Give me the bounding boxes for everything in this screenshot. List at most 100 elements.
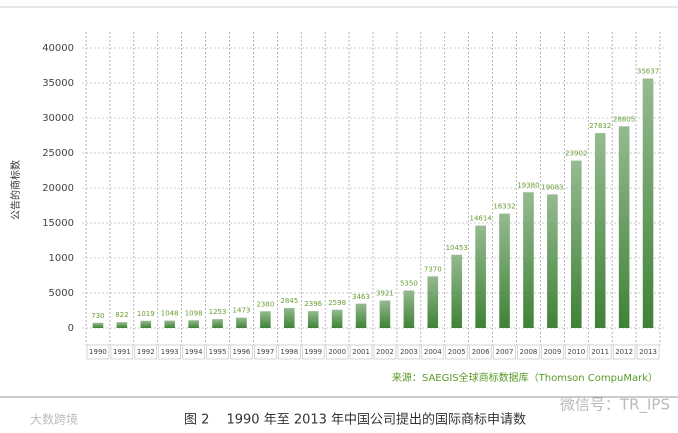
bar-shine bbox=[331, 309, 343, 328]
value-label: 28805 bbox=[613, 115, 635, 123]
bar-shine bbox=[642, 78, 654, 328]
y-tick-label: 5000 bbox=[49, 288, 74, 299]
value-label: 5350 bbox=[400, 280, 418, 288]
value-label: 19380 bbox=[517, 181, 539, 189]
x-tick-label: 1991 bbox=[113, 348, 131, 356]
value-label: 27832 bbox=[589, 122, 611, 130]
x-tick-box bbox=[325, 344, 349, 360]
value-label: 2845 bbox=[280, 297, 298, 305]
x-tick-box bbox=[254, 344, 277, 360]
x-tick-label: 2001 bbox=[352, 348, 370, 356]
x-tick-label: 2009 bbox=[543, 348, 561, 356]
x-tick-box bbox=[301, 344, 325, 360]
x-tick-label: 1997 bbox=[256, 348, 274, 356]
bar-shine bbox=[116, 322, 128, 328]
y-tick-label: 40000 bbox=[42, 43, 74, 54]
x-tick-label: 2012 bbox=[615, 348, 633, 356]
x-tick-label: 2005 bbox=[448, 348, 466, 356]
x-tick-box bbox=[421, 344, 445, 360]
x-tick-box bbox=[349, 344, 373, 360]
y-tick-label: 25000 bbox=[42, 148, 74, 159]
x-tick-box bbox=[134, 344, 158, 360]
bar-shine bbox=[427, 276, 439, 328]
value-label: 1473 bbox=[233, 307, 251, 315]
value-label: 2598 bbox=[328, 299, 346, 307]
x-tick-box bbox=[565, 344, 588, 360]
x-tick-box bbox=[636, 344, 660, 360]
value-label: 1253 bbox=[209, 308, 227, 316]
value-label: 10453 bbox=[446, 244, 468, 252]
value-label: 822 bbox=[115, 311, 128, 319]
x-tick-label: 2003 bbox=[400, 348, 418, 356]
value-label: 3921 bbox=[376, 290, 394, 298]
caption: 图 2 1990 年至 2013 年中国公司提出的国际商标申请数 bbox=[184, 412, 526, 428]
x-tick-label: 1992 bbox=[137, 348, 155, 356]
bar-shine bbox=[618, 126, 630, 329]
value-label: 23902 bbox=[565, 150, 587, 158]
bar-shine bbox=[379, 300, 391, 328]
x-tick-label: 1996 bbox=[233, 348, 251, 356]
watermark: 大数跨境 bbox=[30, 412, 78, 427]
bar-shine bbox=[307, 311, 319, 328]
x-tick-box bbox=[86, 344, 110, 360]
value-label: 7370 bbox=[424, 265, 442, 273]
x-tick-label: 2007 bbox=[496, 348, 514, 356]
y-tick-label: 30000 bbox=[42, 113, 74, 124]
bar-shine bbox=[164, 320, 175, 328]
bar-shine bbox=[451, 254, 462, 328]
bar-shine bbox=[212, 319, 223, 328]
value-label: 35637 bbox=[637, 68, 659, 76]
bar-shine bbox=[499, 213, 510, 328]
bar-shine bbox=[355, 303, 367, 328]
value-label: 2396 bbox=[304, 300, 322, 308]
x-tick-box bbox=[373, 344, 397, 360]
watermark: 微信号：TR_IPS bbox=[560, 396, 670, 415]
x-tick-box bbox=[445, 344, 468, 360]
x-tick-label: 2013 bbox=[639, 348, 657, 356]
x-tick-label: 1993 bbox=[161, 348, 179, 356]
bar-shine bbox=[284, 308, 295, 328]
value-label: 16332 bbox=[493, 203, 515, 211]
bar-shine bbox=[523, 192, 534, 328]
x-tick-label: 2000 bbox=[328, 348, 346, 356]
x-tick-label: 1998 bbox=[280, 348, 298, 356]
y-axis-label: 公告的商标数 bbox=[9, 160, 22, 220]
value-label: 14614 bbox=[469, 215, 492, 223]
value-label: 2380 bbox=[256, 300, 274, 308]
value-label: 1019 bbox=[137, 310, 155, 318]
x-tick-box bbox=[278, 344, 301, 360]
value-label: 1048 bbox=[161, 310, 179, 318]
bar-shine bbox=[475, 225, 486, 328]
bar-shine bbox=[188, 320, 199, 328]
x-tick-label: 1994 bbox=[185, 348, 203, 356]
x-tick-box bbox=[517, 344, 540, 360]
bar-shine bbox=[403, 290, 415, 328]
x-tick-label: 2002 bbox=[376, 348, 394, 356]
x-tick-box bbox=[206, 344, 229, 360]
source: 来源：SAEGIS全球商标数据库（Thomson CompuMark） bbox=[392, 371, 658, 384]
x-tick-box bbox=[588, 344, 612, 360]
y-tick-label: 0 bbox=[68, 323, 74, 334]
x-tick-label: 2008 bbox=[520, 348, 538, 356]
value-label: 19083 bbox=[541, 183, 563, 191]
x-tick-box bbox=[493, 344, 516, 360]
x-tick-box bbox=[110, 344, 134, 360]
value-label: 730 bbox=[91, 312, 104, 320]
bar-shine bbox=[571, 160, 582, 328]
x-tick-box bbox=[158, 344, 181, 360]
x-tick-box bbox=[469, 344, 492, 360]
x-tick-box bbox=[612, 344, 636, 360]
bar-shine bbox=[260, 311, 271, 328]
bar-shine bbox=[236, 317, 247, 328]
x-tick-box bbox=[230, 344, 253, 360]
bar-shine bbox=[594, 133, 606, 328]
x-tick-box bbox=[397, 344, 421, 360]
bar-shine bbox=[92, 322, 104, 328]
x-tick-label: 1995 bbox=[209, 348, 227, 356]
x-tick-label: 1999 bbox=[304, 348, 322, 356]
y-tick-label: 35000 bbox=[42, 78, 74, 89]
bar-shine bbox=[140, 320, 152, 328]
